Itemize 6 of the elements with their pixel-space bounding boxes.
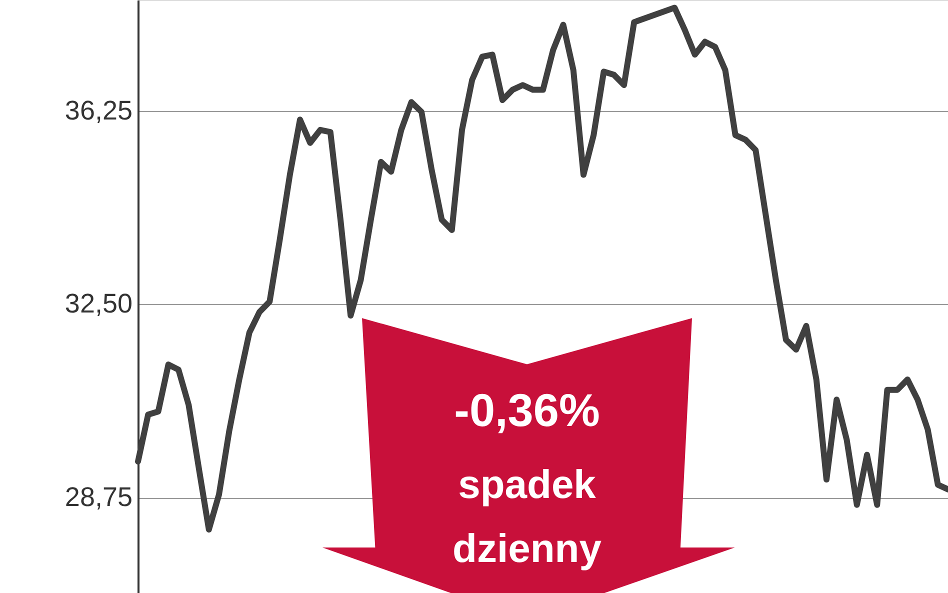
y-tick-label: 36,25 <box>64 95 132 126</box>
y-tick-label: 32,50 <box>64 288 132 319</box>
annotation: dzienny <box>452 527 602 571</box>
annotation: spadek <box>458 463 597 507</box>
y-tick-label: 28,75 <box>64 482 132 512</box>
annotation: -0,36% <box>454 384 600 436</box>
